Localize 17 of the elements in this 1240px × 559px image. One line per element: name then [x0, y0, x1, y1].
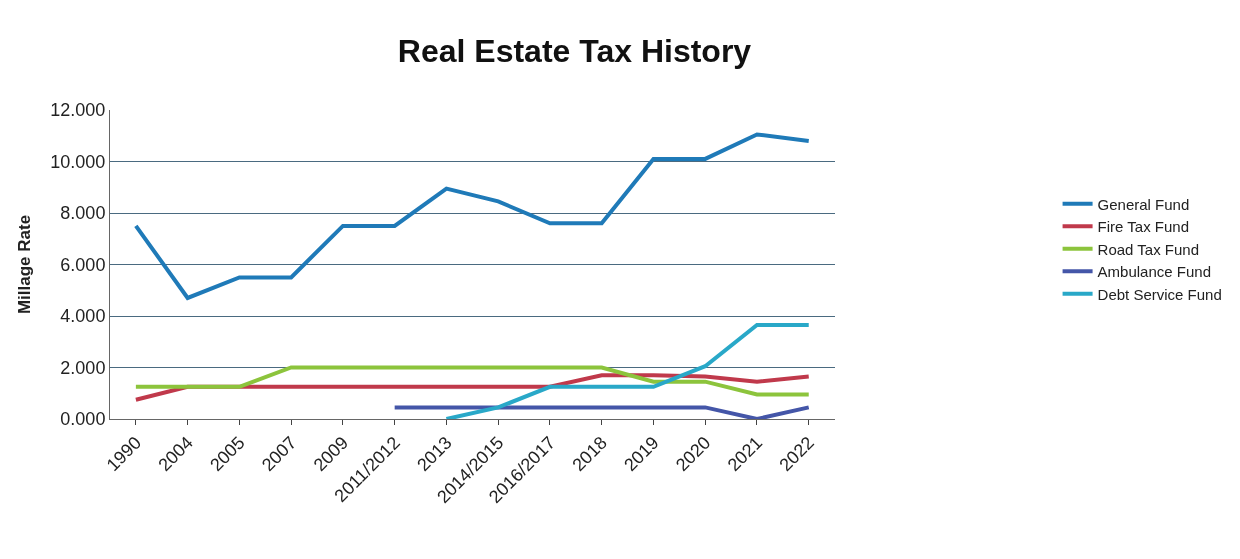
y-tick-label: 12.000 — [50, 100, 106, 121]
y-tick-label: 0.000 — [60, 409, 106, 430]
y-tick-label: 8.000 — [60, 203, 106, 224]
line-series — [133, 132, 811, 300]
line-series — [133, 365, 811, 397]
legend-label: Fire Tax Fund — [1097, 218, 1190, 236]
legend-label: Debt Service Fund — [1097, 285, 1222, 303]
y-axis-title: Millage Rate — [14, 214, 34, 315]
y-tick-label: 10.000 — [50, 151, 106, 172]
y-tick-label: 6.000 — [60, 254, 106, 275]
y-tick-label: 4.000 — [60, 306, 106, 327]
y-tick-label: 2.000 — [60, 357, 106, 378]
line-series — [444, 323, 811, 419]
legend-label: Ambulance Fund — [1097, 263, 1211, 281]
legend-label: General Fund — [1097, 195, 1190, 213]
legend-label: Road Tax Fund — [1097, 240, 1200, 258]
chart-title: Real Estate Tax History — [397, 32, 752, 69]
